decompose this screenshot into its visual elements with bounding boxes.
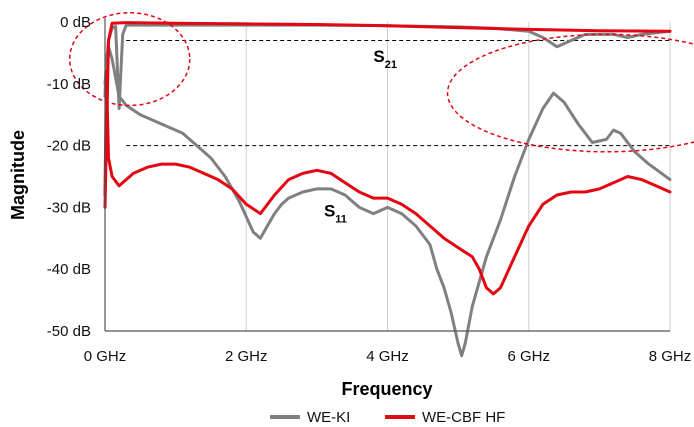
axes <box>104 18 670 332</box>
x-tick-label: 4 GHz <box>366 348 409 365</box>
y-tick-label: -50 dB <box>47 323 91 340</box>
highlight-ellipse-1 <box>446 33 694 153</box>
series-we-cbf-hf-s11 <box>103 69 672 296</box>
legend-label-we-cbf-hf: WE-CBF HF <box>422 409 505 426</box>
annotations: S21 S11 <box>324 47 397 226</box>
series-we-cbf-hf-s21 <box>103 21 672 209</box>
x-tick-label: 6 GHz <box>507 348 550 365</box>
y-tick-label: -20 dB <box>47 138 91 155</box>
annotation-s21: S21 <box>373 47 397 71</box>
legend: WE-KI WE-CBF HF <box>270 409 505 426</box>
x-tick-labels: 0 GHz 2 GHz 4 GHz 6 GHz 8 GHz <box>84 348 692 365</box>
highlight-ellipses <box>68 11 694 153</box>
highlight-ellipse-0 <box>68 11 191 107</box>
reference-lines <box>126 40 670 147</box>
y-tick-label: -40 dB <box>47 261 91 278</box>
y-tick-label: -10 dB <box>47 76 91 93</box>
x-tick-label: 0 GHz <box>84 348 127 365</box>
x-tick-label: 2 GHz <box>225 348 268 365</box>
y-axis-title: Magnitude <box>8 130 28 220</box>
y-tick-labels: 0 dB -10 dB -20 dB -30 dB -40 dB -50 dB <box>47 14 91 340</box>
legend-label-we-ki: WE-KI <box>307 409 350 426</box>
series-group <box>103 21 672 358</box>
y-tick-label: -30 dB <box>47 199 91 216</box>
annotation-s11: S11 <box>324 202 347 226</box>
y-tick-label: 0 dB <box>60 14 91 31</box>
grid <box>245 22 671 331</box>
x-tick-label: 8 GHz <box>649 348 692 365</box>
x-axis-title: Frequency <box>341 379 432 399</box>
series-we-ki-s11 <box>103 45 672 358</box>
